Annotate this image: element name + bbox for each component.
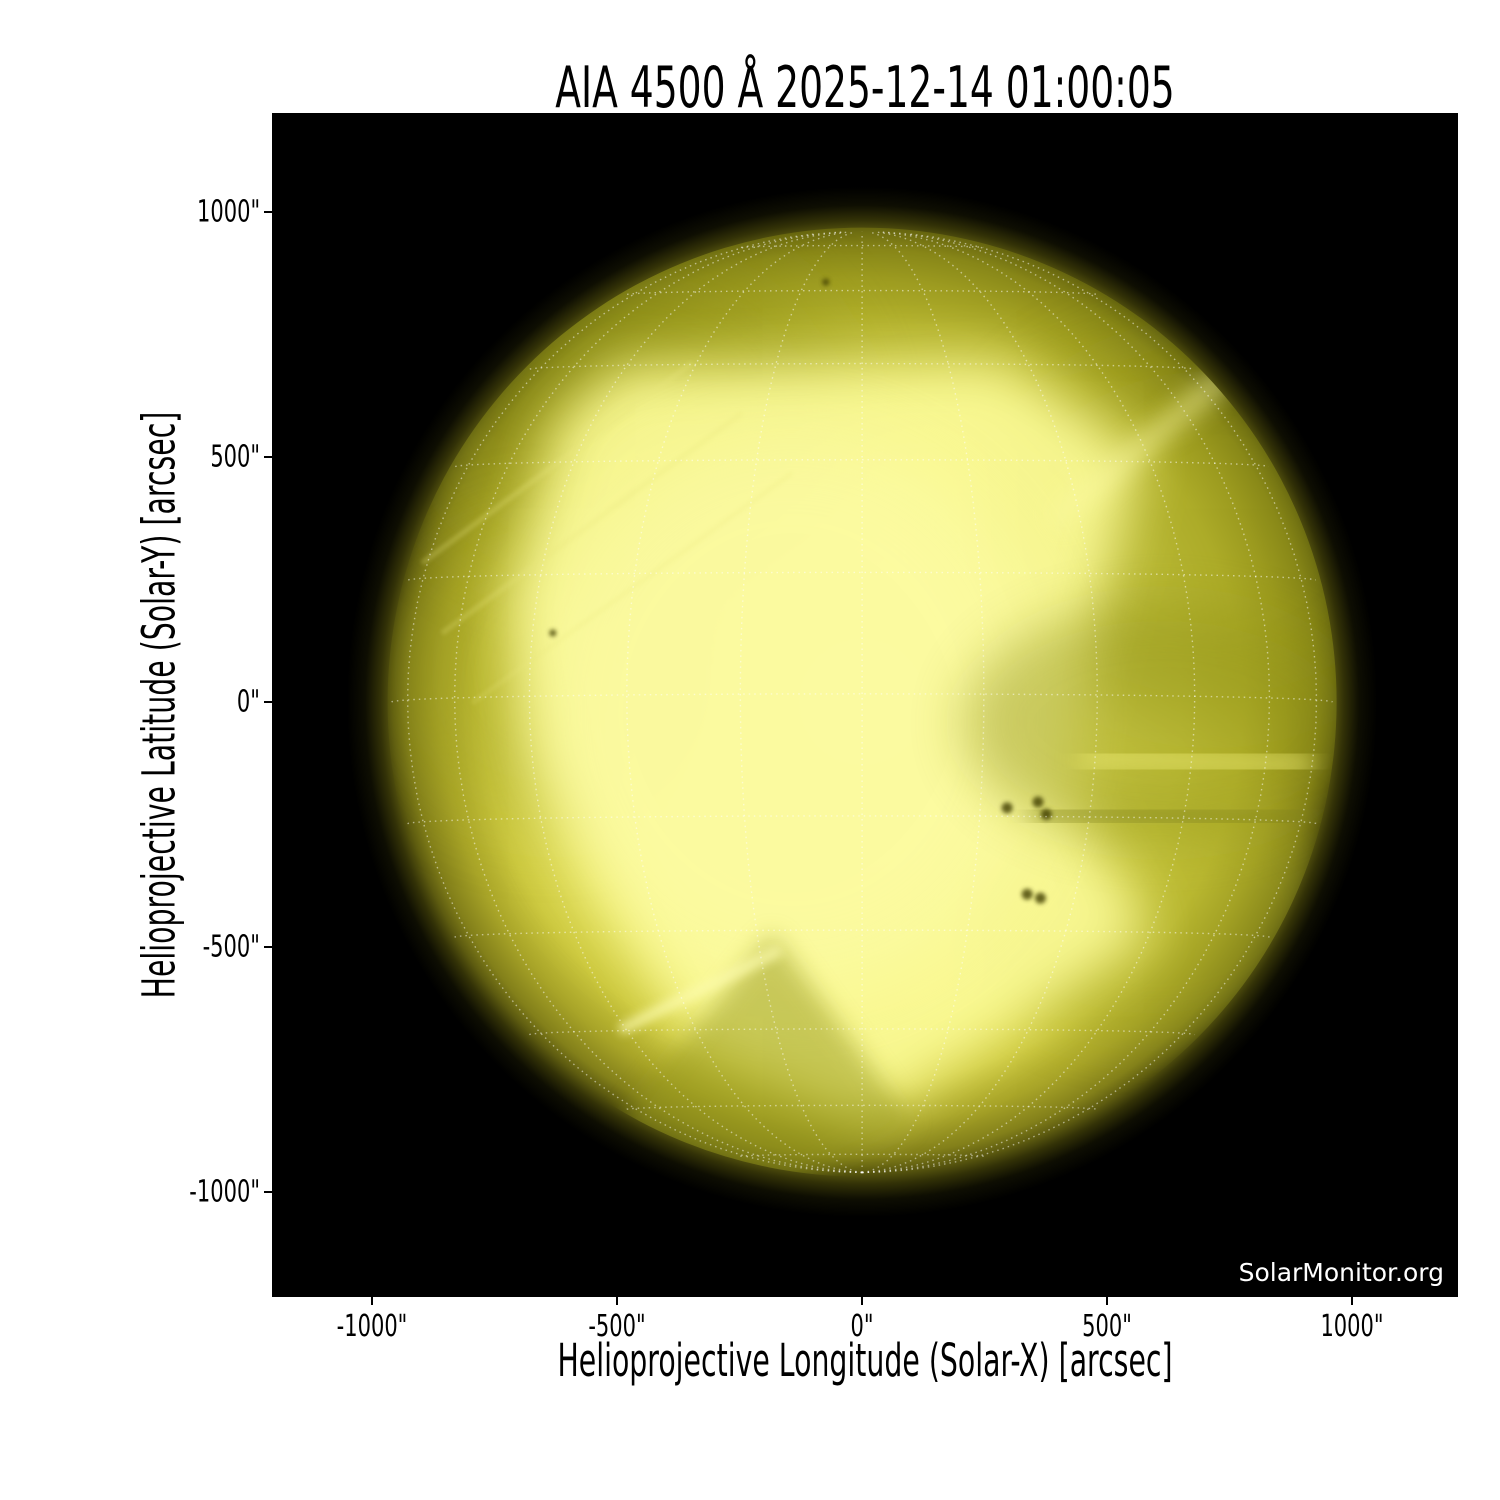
- grid-meridian: [862, 231, 1196, 1174]
- y-tick-mark: [264, 1191, 272, 1193]
- x-tick-mark: [616, 1297, 618, 1305]
- y-tick-mark: [264, 701, 272, 703]
- x-tick-label: 1000": [1320, 1309, 1384, 1344]
- y-tick-label: 500": [210, 439, 260, 475]
- sunspot: [1001, 802, 1013, 814]
- y-tick-mark: [264, 456, 272, 458]
- y-tick-mark: [264, 211, 272, 213]
- sunspot: [1040, 808, 1052, 820]
- solar-disk-image: [272, 113, 1458, 1297]
- y-tick-label: 0": [236, 684, 260, 720]
- x-tick-label: -500": [588, 1309, 646, 1344]
- grid-parallel: [407, 815, 1317, 825]
- sunspot: [1032, 796, 1044, 808]
- y-tick-label: -500": [202, 929, 260, 965]
- y-tick-mark: [264, 946, 272, 948]
- x-axis-label: Helioprojective Longitude (Solar-X) [arc…: [557, 1334, 1173, 1387]
- sunspot: [822, 278, 830, 286]
- plot-area: SolarMonitor.org: [272, 113, 1458, 1297]
- x-tick-mark: [371, 1297, 373, 1305]
- x-tick-label: -1000": [336, 1309, 408, 1344]
- x-tick-mark: [861, 1297, 863, 1305]
- sunspot: [1021, 888, 1033, 900]
- grid-meridian: [626, 231, 863, 1174]
- grid-parallel: [740, 244, 984, 249]
- y-tick-label: -1000": [189, 1174, 260, 1210]
- grid-parallel: [529, 362, 1195, 370]
- sunspot: [549, 629, 557, 637]
- plot-title: AIA 4500 Å 2025-12-14 01:00:05: [555, 55, 1175, 121]
- x-tick-mark: [1351, 1297, 1353, 1305]
- x-tick-label: 500": [1082, 1309, 1132, 1344]
- x-tick-mark: [1106, 1297, 1108, 1305]
- heliographic-grid: [391, 231, 1333, 1174]
- watermark-text: SolarMonitor.org: [1238, 1258, 1444, 1287]
- grid-parallel: [455, 458, 1270, 468]
- sunspots: [549, 278, 1052, 904]
- x-tick-label: 0": [850, 1309, 874, 1344]
- grid-meridian: [862, 231, 1099, 1174]
- sunspot: [1034, 892, 1046, 904]
- y-tick-label: 1000": [196, 194, 260, 230]
- grid-parallel: [739, 1153, 985, 1158]
- y-axis-label: Helioprojective Latitude (Solar-Y) [arcs…: [132, 411, 186, 999]
